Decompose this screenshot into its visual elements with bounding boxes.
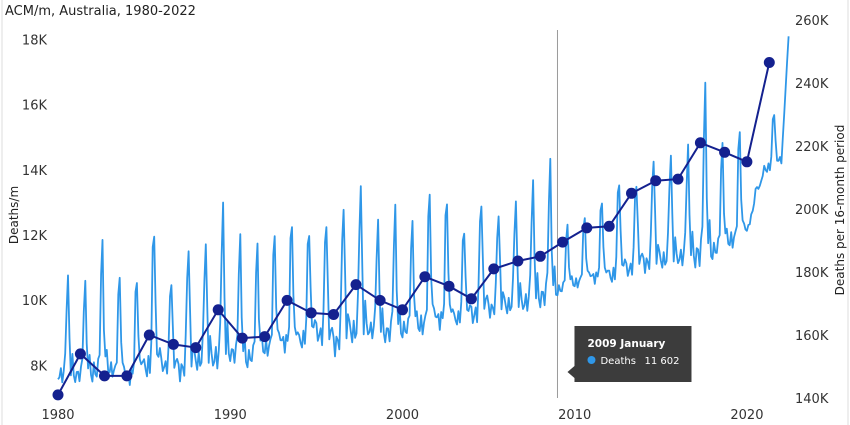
tooltip-series-name: Deaths xyxy=(600,356,635,367)
period-point-4[interactable] xyxy=(143,329,155,341)
x-tick-label-4: 2020 xyxy=(730,408,763,423)
left-tick-label-1: 10K xyxy=(22,294,48,309)
x-tick-label-2: 2000 xyxy=(386,408,419,423)
period-point-3[interactable] xyxy=(121,370,133,382)
period-point-7[interactable] xyxy=(212,304,224,316)
right-tick-label-0: 140K xyxy=(795,392,829,407)
period-point-22[interactable] xyxy=(557,236,569,248)
period-point-13[interactable] xyxy=(350,279,362,291)
period-point-16[interactable] xyxy=(419,271,431,283)
period-point-25[interactable] xyxy=(626,187,637,199)
left-tick-label-3: 14K xyxy=(22,164,48,179)
period-point-17[interactable] xyxy=(443,280,455,292)
right-axis-ticks: 140K 160K 180K 200K 220K 240K 260K xyxy=(795,14,829,407)
right-axis-title: Deaths per 16-month period xyxy=(833,125,847,296)
right-tick-label-3: 200K xyxy=(795,203,829,218)
period-point-23[interactable] xyxy=(581,222,593,234)
chart-title: ACM/m, Australia, 1980-2022 xyxy=(5,4,196,19)
right-tick-label-6: 260K xyxy=(795,14,829,29)
period-point-29[interactable] xyxy=(719,146,731,158)
left-tick-label-4: 16K xyxy=(22,99,48,114)
tooltip-legend-dot xyxy=(587,356,596,364)
right-tick-label-4: 220K xyxy=(795,140,829,155)
left-tick-label-5: 18K xyxy=(22,34,48,49)
tooltip-title: 2009 January xyxy=(587,338,665,350)
x-tick-label-1: 1990 xyxy=(214,408,247,423)
left-axis-ticks: 8K 10K 12K 14K 16K 18K xyxy=(22,34,48,375)
x-tick-label-0: 1980 xyxy=(41,408,74,423)
period-point-26[interactable] xyxy=(650,175,662,187)
period-point-6[interactable] xyxy=(190,342,202,354)
tooltip-value: 11 602 xyxy=(644,356,679,367)
left-tick-label-0: 8K xyxy=(30,359,47,374)
monthly-deaths-line[interactable] xyxy=(57,36,790,386)
period-point-12[interactable] xyxy=(328,309,340,320)
left-tick-label-2: 12K xyxy=(22,229,48,244)
period-point-5[interactable] xyxy=(167,338,179,350)
x-tick-label-3: 2010 xyxy=(558,408,591,423)
period-point-19[interactable] xyxy=(488,263,500,275)
period-point-24[interactable] xyxy=(603,220,615,232)
left-axis-title: Deaths/m xyxy=(7,186,21,244)
period-point-10[interactable] xyxy=(281,294,293,306)
period-point-9[interactable] xyxy=(259,331,271,343)
period-point-2[interactable] xyxy=(99,370,110,382)
period-point-18[interactable] xyxy=(465,293,477,305)
period-point-27[interactable] xyxy=(672,173,684,185)
right-tick-label-5: 240K xyxy=(795,77,829,92)
period-point-15[interactable] xyxy=(397,304,408,316)
period-deaths-markers xyxy=(52,57,775,401)
period-point-0[interactable] xyxy=(52,389,64,401)
tooltip-box xyxy=(567,326,692,382)
tooltip: 2009 January Deaths 11 602 xyxy=(567,326,692,382)
plot-area[interactable] xyxy=(52,30,790,401)
period-point-1[interactable] xyxy=(74,348,86,360)
period-point-28[interactable] xyxy=(694,137,706,149)
period-point-8[interactable] xyxy=(236,332,248,344)
period-point-31[interactable] xyxy=(763,57,775,68)
period-point-21[interactable] xyxy=(534,250,546,262)
period-point-20[interactable] xyxy=(512,255,524,267)
x-axis-ticks: 1980 1990 2000 2010 2020 xyxy=(41,408,763,423)
period-point-11[interactable] xyxy=(305,307,317,319)
period-point-30[interactable] xyxy=(741,156,753,168)
right-tick-label-1: 160K xyxy=(795,329,829,344)
right-tick-label-2: 180K xyxy=(795,266,829,281)
period-point-14[interactable] xyxy=(374,294,386,306)
